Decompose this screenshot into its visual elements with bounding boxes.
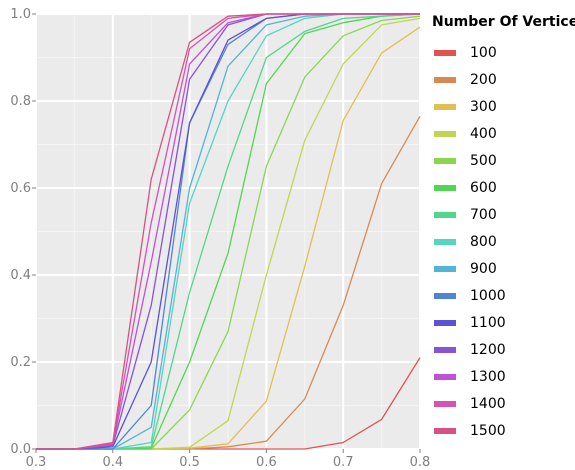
grid-lines: [35, 13, 421, 450]
legend-item-600: 600: [432, 174, 575, 201]
y-tick-label: 0.0: [10, 442, 31, 457]
legend-label: 100: [470, 44, 497, 61]
legend-label: 600: [470, 179, 497, 196]
legend-label: 1000: [470, 287, 506, 304]
x-tick-label: 0.3: [26, 455, 47, 470]
legend-label: 900: [470, 260, 497, 277]
x-tick-label: 0.5: [179, 455, 200, 470]
legend-swatch: [434, 103, 456, 110]
legend-label: 1200: [470, 341, 506, 358]
legend-swatch: [434, 130, 456, 137]
legend-swatch: [434, 184, 456, 191]
legend-item-800: 800: [432, 228, 575, 255]
legend-item-1300: 1300: [432, 363, 575, 390]
legend-swatch: [434, 265, 456, 272]
legend-item-1400: 1400: [432, 390, 575, 417]
legend-swatch: [434, 400, 456, 407]
series-line-1500: [36, 13, 420, 450]
legend-item-700: 700: [432, 201, 575, 228]
legend-label: 200: [470, 71, 497, 88]
legend-label: 800: [470, 233, 497, 250]
legend-title: Number Of Vertices: [432, 14, 575, 30]
legend-item-900: 900: [432, 255, 575, 282]
legend-label: 1500: [470, 422, 506, 439]
legend-item-300: 300: [432, 93, 575, 120]
legend: Number Of Vertices 100 200 300 400 500 600 700…: [432, 14, 575, 444]
legend-swatch: [434, 427, 456, 434]
legend-swatch: [434, 373, 456, 380]
legend-label: 1300: [470, 368, 506, 385]
legend-item-1200: 1200: [432, 336, 575, 363]
legend-label: 700: [470, 206, 497, 223]
y-tick-label: 0.4: [10, 268, 31, 283]
legend-swatch: [434, 319, 456, 326]
legend-items: 100 200 300 400 500 600 700 800 900 1000 1100 1200 1…: [432, 39, 575, 444]
legend-item-1100: 1100: [432, 309, 575, 336]
y-tick-label: 0.6: [10, 181, 31, 196]
legend-swatch: [434, 76, 456, 83]
legend-label: 1400: [470, 395, 506, 412]
legend-item-400: 400: [432, 120, 575, 147]
legend-label: 300: [470, 98, 497, 115]
legend-item-200: 200: [432, 66, 575, 93]
legend-swatch: [434, 211, 456, 218]
legend-item-1000: 1000: [432, 282, 575, 309]
y-tick-label: 0.8: [10, 94, 31, 109]
legend-swatch: [434, 49, 456, 56]
x-tick-label: 0.8: [410, 455, 431, 470]
x-tick-label: 0.6: [256, 455, 277, 470]
legend-item-1500: 1500: [432, 417, 575, 444]
legend-swatch: [434, 157, 456, 164]
legend-swatch: [434, 292, 456, 299]
legend-swatch: [434, 346, 456, 353]
legend-label: 400: [470, 125, 497, 142]
axis-ticks: 0.3 0.4 0.5 0.6 0.7 0.8 0.0 0.2 0.4 0.6 0.8 1.0: [10, 7, 430, 470]
legend-label: 1100: [470, 314, 506, 331]
x-tick-label: 0.7: [333, 455, 354, 470]
y-tick-label: 0.2: [10, 355, 31, 370]
x-tick-label: 0.4: [102, 455, 123, 470]
legend-item-100: 100: [432, 39, 575, 66]
legend-swatch: [434, 238, 456, 245]
y-tick-label: 1.0: [10, 7, 31, 22]
legend-item-500: 500: [432, 147, 575, 174]
legend-label: 500: [470, 152, 497, 169]
series-lines: [36, 13, 421, 450]
